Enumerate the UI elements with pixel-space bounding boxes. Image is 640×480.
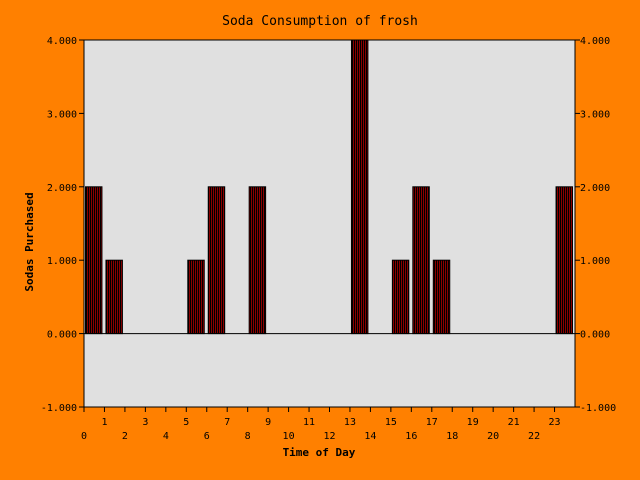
x-tick-label: 18: [446, 431, 458, 442]
bar-hour-5: [187, 259, 205, 335]
y-tick-label-right: 3.000: [580, 109, 610, 120]
y-tick-label-right: 0.000: [580, 330, 610, 341]
x-tick-label: 20: [487, 431, 499, 442]
x-tick-label: 17: [426, 417, 438, 428]
x-tick-label: 11: [303, 417, 315, 428]
x-tick-label: 3: [142, 417, 148, 428]
y-tick-label-right: 4.000: [580, 36, 610, 47]
x-tick-label: 21: [508, 417, 520, 428]
x-tick-label: 8: [245, 431, 251, 442]
x-tick-label: 19: [467, 417, 479, 428]
y-tick-label-right: 1.000: [580, 256, 610, 267]
y-axis-label: Sodas Purchased: [23, 192, 36, 291]
x-tick-label: 23: [549, 417, 561, 428]
x-tick-label: 1: [101, 417, 107, 428]
x-tick-label: 12: [323, 431, 335, 442]
bar-hour-6: [207, 186, 226, 335]
x-tick-label: 10: [283, 431, 295, 442]
bar-hour-23: [555, 186, 574, 335]
y-tick-label-right: -1.000: [580, 403, 616, 414]
chart-title: Soda Consumption of frosh: [222, 14, 418, 29]
bar-hour-8: [248, 186, 267, 335]
y-tick-label-left: 4.000: [47, 36, 77, 47]
x-axis-label: Time of Day: [283, 446, 356, 459]
x-tick-label: 14: [364, 431, 376, 442]
y-tick-label-left: -1.000: [41, 403, 77, 414]
bar-hour-0: [85, 186, 103, 335]
y-tick-label-left: 1.000: [47, 256, 77, 267]
y-tick-label-right: 2.000: [580, 183, 610, 194]
bar-hour-17: [432, 259, 451, 335]
x-tick-label: 22: [528, 431, 540, 442]
bars-layer: [85, 39, 574, 335]
x-tick-label: 16: [405, 431, 417, 442]
x-tick-label: 0: [81, 431, 87, 442]
x-tick-label: 15: [385, 417, 397, 428]
axes-layer: -1.000 -1.000 0.000 0.000 1.000 1.000 2.000 2.0…: [41, 36, 616, 442]
bar-hour-15: [391, 259, 410, 335]
x-tick-label: 9: [265, 417, 271, 428]
x-tick-label: 7: [224, 417, 230, 428]
y-tick-label-left: 0.000: [47, 330, 77, 341]
bar-hour-1: [105, 259, 123, 335]
x-tick-label: 5: [183, 417, 189, 428]
plot-area: [84, 40, 575, 407]
bar-hour-16: [412, 186, 430, 335]
bar-hour-13: [350, 39, 369, 335]
x-tick-label: 6: [204, 431, 210, 442]
x-tick-label: 4: [163, 431, 169, 442]
x-tick-label: 2: [122, 431, 128, 442]
x-tick-label: 13: [344, 417, 356, 428]
y-tick-label-left: 3.000: [47, 109, 77, 120]
y-tick-label-left: 2.000: [47, 183, 77, 194]
